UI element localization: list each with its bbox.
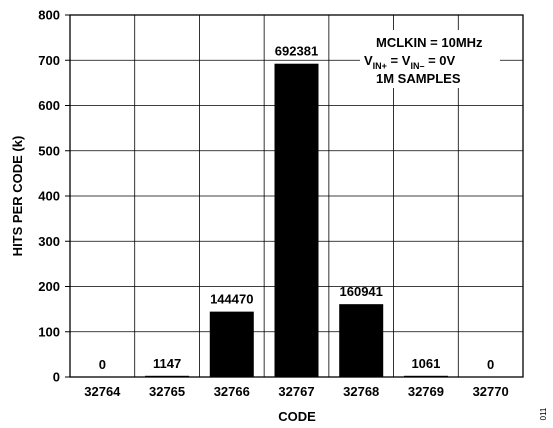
bar-value-label: 144470 — [210, 292, 253, 307]
x-tick-label: 32768 — [343, 384, 379, 399]
x-axis-title: CODE — [278, 409, 316, 424]
y-tick-label: 700 — [38, 53, 60, 68]
bar-value-label: 1061 — [411, 356, 440, 371]
annotation-v1: V — [364, 53, 373, 68]
x-tick-label: 32765 — [149, 384, 185, 399]
y-tick-label: 500 — [38, 143, 60, 158]
y-axis-title: HITS PER CODE (k) — [10, 136, 25, 257]
y-tick-label: 0 — [53, 370, 60, 385]
x-tick-label: 32770 — [473, 384, 509, 399]
y-tick-label: 400 — [38, 189, 60, 204]
bars — [145, 63, 448, 377]
bar-value-label: 0 — [487, 357, 494, 372]
y-tick-label: 100 — [38, 324, 60, 339]
bar-32766 — [209, 311, 254, 377]
annotation-equals-v: = V — [387, 53, 411, 68]
x-tick-label: 32767 — [278, 384, 314, 399]
bar-value-labels: 0 1147 144470 692381 160941 1061 0 — [99, 44, 495, 372]
bar-32768 — [339, 304, 384, 377]
x-tick-label: 32766 — [214, 384, 250, 399]
annotation-line-3: 1M SAMPLES — [376, 71, 461, 86]
y-tick-label: 300 — [38, 234, 60, 249]
bar-value-label: 692381 — [275, 44, 318, 59]
x-tick-label: 32769 — [408, 384, 444, 399]
y-tick-label: 200 — [38, 279, 60, 294]
bar-value-label: 160941 — [340, 284, 383, 299]
annotation-box: MCLKIN = 10MHz VIN+ = VIN– = 0V 1M SAMPL… — [360, 30, 500, 88]
annotation-background — [360, 30, 500, 88]
annotation-line-2: VIN+ = VIN– = 0V — [364, 53, 455, 71]
x-tick-labels: 32764 32765 32766 32767 32768 32769 32770 — [84, 384, 508, 399]
y-tick-label: 600 — [38, 98, 60, 113]
annotation-equals-zero: = 0V — [424, 53, 455, 68]
annotation-line-1: MCLKIN = 10MHz — [376, 35, 483, 50]
x-tick-label: 32764 — [84, 384, 121, 399]
annotation-sub-inplus: IN+ — [373, 61, 387, 71]
figure-id: 011 — [539, 407, 548, 420]
y-tick-labels: 0 100 200 300 400 500 600 700 800 — [38, 8, 70, 385]
y-tick-label: 800 — [38, 8, 60, 23]
bar-value-label: 0 — [99, 357, 106, 372]
annotation-sub-inminus: IN– — [410, 61, 424, 71]
bar-value-label: 1147 — [153, 356, 181, 371]
bar-32767 — [274, 63, 319, 377]
